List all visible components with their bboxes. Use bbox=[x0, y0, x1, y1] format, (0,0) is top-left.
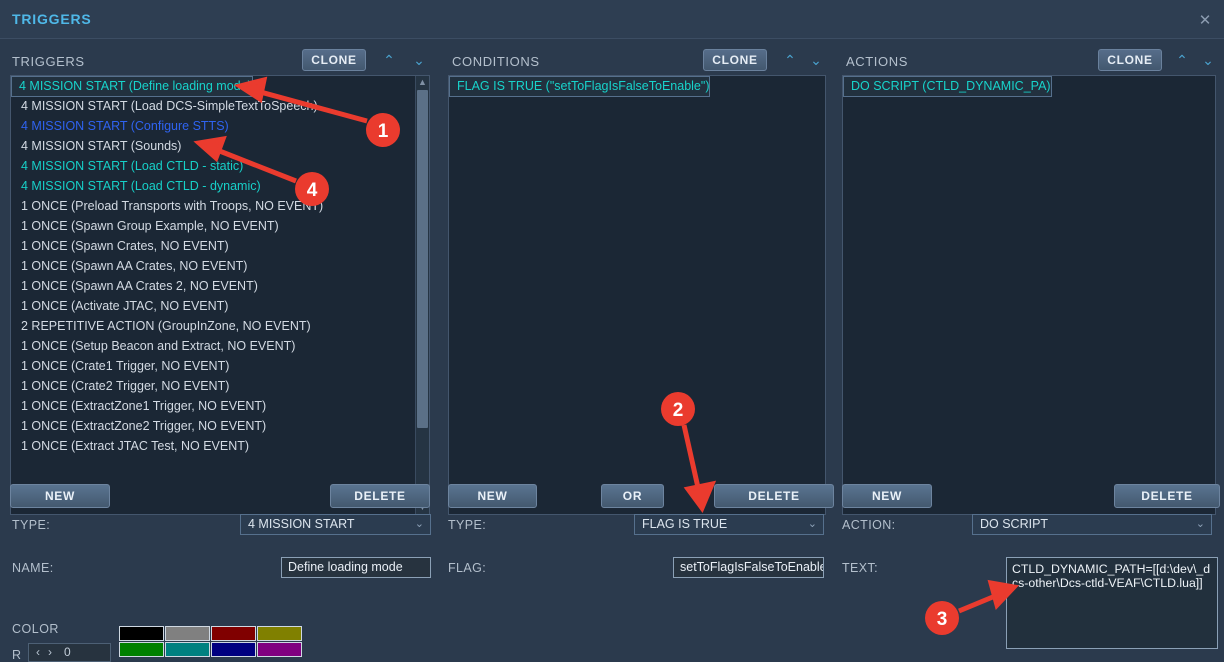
conditions-new-button[interactable]: NEW bbox=[448, 484, 537, 508]
actions-move-up-icon[interactable]: ⌃ bbox=[1176, 52, 1188, 68]
trigger-list-item[interactable]: 1 ONCE (Setup Beacon and Extract, NO EVE… bbox=[21, 339, 296, 353]
actions-move-down-icon[interactable]: ⌄ bbox=[1202, 52, 1214, 68]
trigger-list-item[interactable]: 1 ONCE (Spawn Group Example, NO EVENT) bbox=[21, 219, 279, 233]
trigger-list-item[interactable]: 1 ONCE (ExtractZone1 Trigger, NO EVENT) bbox=[21, 399, 267, 413]
trigger-type-select[interactable]: 4 MISSION START ⌄ bbox=[240, 514, 431, 535]
conditions-clone-button[interactable]: CLONE bbox=[703, 49, 767, 71]
color-swatch-purple[interactable] bbox=[257, 642, 302, 657]
trigger-type-label: TYPE: bbox=[12, 518, 51, 532]
conditions-panel-header: CONDITIONS CLONE ⌃ ⌄ bbox=[440, 49, 834, 75]
r-increment-icon[interactable]: › bbox=[48, 645, 52, 659]
color-swatch-black[interactable] bbox=[119, 626, 164, 641]
action-text-textarea[interactable]: CTLD_DYNAMIC_PATH=[[d:\dev\_dcs-other\Dc… bbox=[1006, 557, 1218, 649]
trigger-list-item[interactable]: 4 MISSION START (Load CTLD - dynamic) bbox=[21, 179, 261, 193]
trigger-list-item[interactable]: 1 ONCE (Crate1 Trigger, NO EVENT) bbox=[21, 359, 230, 373]
condition-flag-input[interactable]: setToFlagIsFalseToEnable bbox=[673, 557, 824, 578]
chevron-down-icon: ⌄ bbox=[1195, 518, 1205, 530]
trigger-list-item[interactable]: 4 MISSION START (Sounds) bbox=[21, 139, 182, 153]
triggers-header-label: TRIGGERS bbox=[12, 54, 85, 69]
condition-flag-label: FLAG: bbox=[448, 561, 487, 575]
triggers-new-button[interactable]: NEW bbox=[10, 484, 110, 508]
color-section-label: COLOR bbox=[12, 622, 59, 636]
trigger-name-input[interactable]: Define loading mode bbox=[281, 557, 431, 578]
trigger-list-item[interactable]: 1 ONCE (Preload Transports with Troops, … bbox=[21, 199, 324, 213]
trigger-list-item[interactable]: 4 MISSION START (Define loading mode) bbox=[11, 76, 253, 97]
trigger-list-item[interactable]: 1 ONCE (ExtractZone2 Trigger, NO EVENT) bbox=[21, 419, 267, 433]
color-swatch-maroon[interactable] bbox=[211, 626, 256, 641]
action-list-item[interactable]: DO SCRIPT (CTLD_DYNAMIC_PA) bbox=[843, 76, 1052, 97]
chevron-down-icon: ⌄ bbox=[414, 518, 424, 530]
conditions-panel: CONDITIONS CLONE ⌃ ⌄ FLAG IS TRUE ("setT… bbox=[440, 39, 834, 660]
r-decrement-icon[interactable]: ‹ bbox=[36, 645, 40, 659]
trigger-list-item[interactable]: 1 ONCE (Spawn AA Crates 2, NO EVENT) bbox=[21, 279, 258, 293]
trigger-list-item[interactable]: 1 ONCE (Spawn AA Crates, NO EVENT) bbox=[21, 259, 248, 273]
actions-panel: ACTIONS CLONE ⌃ ⌄ DO SCRIPT (CTLD_DYNAMI… bbox=[834, 39, 1224, 660]
close-icon[interactable]: ✕ bbox=[1198, 12, 1212, 29]
triggers-list-rows: 4 MISSION START (Define loading mode) 4 M… bbox=[11, 76, 429, 456]
color-swatch-gray[interactable] bbox=[165, 626, 210, 641]
trigger-list-item[interactable]: 1 ONCE (Activate JTAC, NO EVENT) bbox=[21, 299, 229, 313]
color-swatch-navy[interactable] bbox=[211, 642, 256, 657]
triggers-panel-header: TRIGGERS CLONE ⌃ ⌄ bbox=[0, 49, 440, 75]
conditions-header-label: CONDITIONS bbox=[452, 54, 540, 69]
conditions-move-up-icon[interactable]: ⌃ bbox=[784, 52, 796, 68]
triggers-move-down-icon[interactable]: ⌄ bbox=[413, 52, 425, 68]
color-swatch-olive[interactable] bbox=[257, 626, 302, 641]
trigger-list-item[interactable]: 2 REPETITIVE ACTION (GroupInZone, NO EVE… bbox=[21, 319, 311, 333]
trigger-list-item[interactable]: 1 ONCE (Crate2 Trigger, NO EVENT) bbox=[21, 379, 230, 393]
window-titlebar: TRIGGERS ✕ bbox=[0, 0, 1224, 39]
triggers-delete-button[interactable]: DELETE bbox=[330, 484, 430, 508]
color-swatch-green[interactable] bbox=[119, 642, 164, 657]
trigger-type-value: 4 MISSION START bbox=[248, 517, 355, 531]
actions-delete-button[interactable]: DELETE bbox=[1114, 484, 1220, 508]
actions-list[interactable]: DO SCRIPT (CTLD_DYNAMIC_PA) bbox=[842, 75, 1216, 515]
triggers-scrollbar[interactable]: ▲ ▼ bbox=[415, 76, 429, 514]
actions-clone-button[interactable]: CLONE bbox=[1098, 49, 1162, 71]
action-label: ACTION: bbox=[842, 518, 896, 532]
r-value: 0 bbox=[64, 645, 71, 659]
trigger-list-item[interactable]: 4 MISSION START (Load DCS-SimpleTextToSp… bbox=[21, 99, 318, 113]
condition-type-label: TYPE: bbox=[448, 518, 487, 532]
conditions-move-down-icon[interactable]: ⌄ bbox=[810, 52, 822, 68]
page-title: TRIGGERS bbox=[12, 11, 92, 27]
color-r-stepper[interactable]: ‹ › 0 bbox=[28, 643, 111, 662]
trigger-list-item[interactable]: 4 MISSION START (Configure STTS) bbox=[21, 119, 229, 133]
trigger-name-label: NAME: bbox=[12, 561, 54, 575]
conditions-or-button[interactable]: OR bbox=[601, 484, 664, 508]
trigger-list-item[interactable]: 4 MISSION START (Load CTLD - static) bbox=[21, 159, 244, 173]
scrollbar-thumb[interactable] bbox=[417, 90, 428, 428]
conditions-list[interactable]: FLAG IS TRUE ("setToFlagIsFalseToEnable"… bbox=[448, 75, 826, 515]
triggers-clone-button[interactable]: CLONE bbox=[302, 49, 366, 71]
triggers-panel: TRIGGERS CLONE ⌃ ⌄ 4 MISSION START (Defi… bbox=[0, 39, 440, 660]
action-select[interactable]: DO SCRIPT ⌄ bbox=[972, 514, 1212, 535]
chevron-down-icon: ⌄ bbox=[807, 518, 817, 530]
triggers-move-up-icon[interactable]: ⌃ bbox=[383, 52, 395, 68]
condition-list-item[interactable]: FLAG IS TRUE ("setToFlagIsFalseToEnable"… bbox=[449, 76, 711, 97]
condition-type-value: FLAG IS TRUE bbox=[642, 517, 728, 531]
conditions-delete-button[interactable]: DELETE bbox=[714, 484, 834, 508]
scroll-up-icon[interactable]: ▲ bbox=[418, 77, 427, 87]
color-r-label: R bbox=[12, 648, 22, 662]
actions-header-label: ACTIONS bbox=[846, 54, 908, 69]
trigger-list-item[interactable]: 1 ONCE (Extract JTAC Test, NO EVENT) bbox=[21, 439, 250, 453]
actions-new-button[interactable]: NEW bbox=[842, 484, 932, 508]
actions-panel-header: ACTIONS CLONE ⌃ ⌄ bbox=[834, 49, 1224, 75]
triggers-list[interactable]: 4 MISSION START (Define loading mode) 4 M… bbox=[10, 75, 430, 515]
condition-type-select[interactable]: FLAG IS TRUE ⌄ bbox=[634, 514, 824, 535]
action-text-label: TEXT: bbox=[842, 561, 879, 575]
action-value: DO SCRIPT bbox=[980, 517, 1049, 531]
color-swatch-teal[interactable] bbox=[165, 642, 210, 657]
trigger-list-item[interactable]: 1 ONCE (Spawn Crates, NO EVENT) bbox=[21, 239, 229, 253]
